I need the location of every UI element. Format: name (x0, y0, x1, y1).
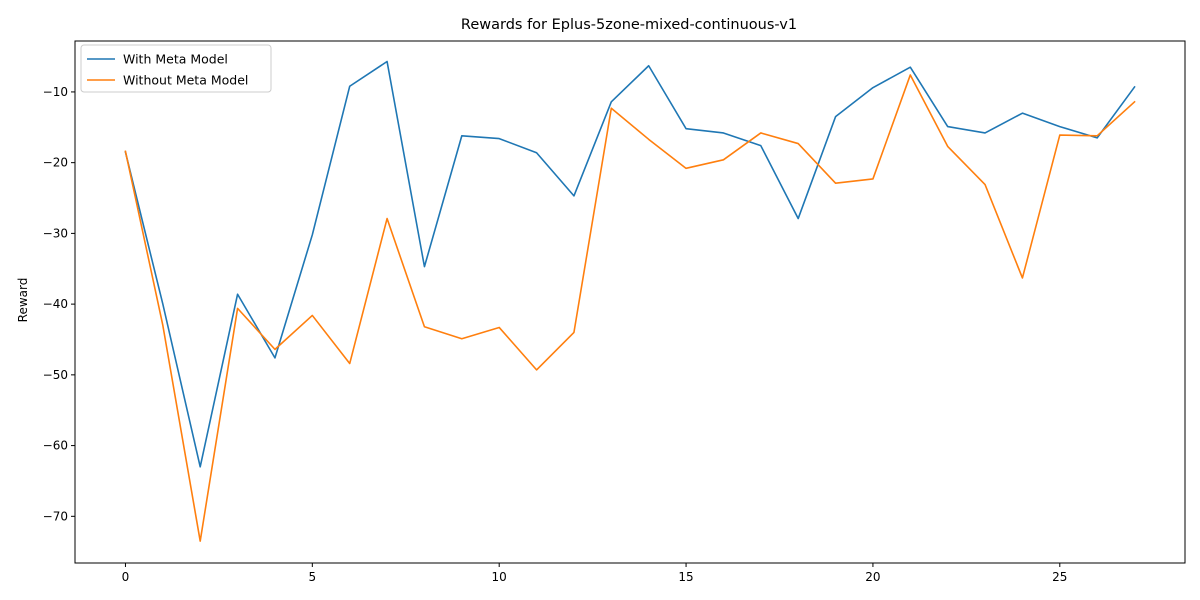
chart-title: Rewards for Eplus-5zone-mixed-continuous… (461, 17, 797, 33)
y-axis-ticks: −70 −60 −50 −40 −30 −20 −10 (43, 85, 75, 523)
legend-box (80, 44, 272, 93)
y-axis-label: Reward (16, 278, 30, 323)
legend-label-with-meta-model: With Meta Model (123, 52, 228, 67)
x-tick-label: 20 (865, 570, 880, 584)
series-line-without-meta-model (124, 74, 1136, 542)
y-tick-label: −20 (43, 156, 68, 170)
x-tick-label: 15 (678, 570, 693, 584)
x-axis-ticks: 0 5 10 15 20 25 (122, 563, 1067, 584)
y-tick-label: −60 (43, 439, 68, 453)
series-layer (124, 60, 1136, 542)
y-tick-label: −30 (43, 226, 68, 240)
legend-label-without-meta-model: Without Meta Model (123, 73, 248, 88)
legend: With Meta Model Without Meta Model (80, 44, 272, 93)
series-line-with-meta-model (124, 60, 1136, 468)
x-tick-label: 0 (122, 570, 130, 584)
y-tick-label: −50 (43, 368, 68, 382)
x-tick-label: 5 (309, 570, 317, 584)
plot-frame (74, 40, 1186, 564)
y-tick-label: −70 (43, 509, 68, 523)
y-tick-label: −10 (43, 85, 68, 99)
x-tick-label: 10 (492, 570, 507, 584)
y-tick-label: −40 (43, 297, 68, 311)
x-tick-label: 25 (1052, 570, 1067, 584)
